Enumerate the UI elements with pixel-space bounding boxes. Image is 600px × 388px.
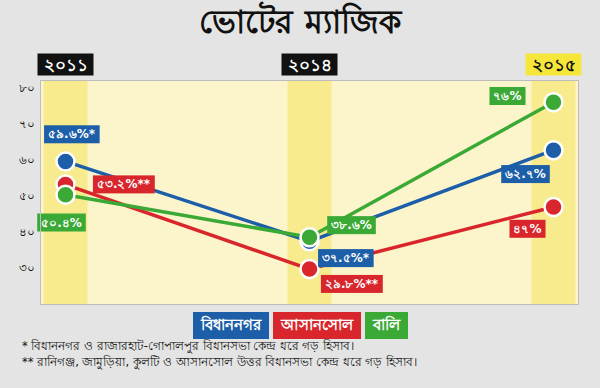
html-text:বিধাননগর: বিধাননগর (200, 315, 261, 334)
svg-text:২০১৫: ২০১৫ (532, 55, 576, 75)
svg-text:৫০.৪%: ৫০.৪% (41, 216, 82, 230)
html-text:আসানসোল: আসানসোল (280, 315, 353, 334)
svg-text:৬২.৭%: ৬২.৭% (505, 167, 546, 181)
svg-text:৬০: ৬০ (19, 153, 35, 167)
html-text:ভোটের ম্যাজিক: ভোটের ম্যাজিক (199, 3, 401, 41)
svg-text:৭৬%: ৭৬% (493, 89, 521, 103)
svg-text:৪০: ৪০ (19, 225, 35, 239)
svg-text:২৯.৮%**: ২৯.৮%** (325, 277, 379, 291)
html-text:বালি: বালি (372, 315, 400, 334)
svg-text:৪৭%: ৪৭% (513, 222, 541, 236)
svg-text:৫৯.৬%*: ৫৯.৬%* (48, 127, 96, 141)
svg-text:৩০: ৩০ (19, 261, 35, 275)
svg-text:৩৮.৬%: ৩৮.৬% (331, 218, 372, 232)
html-text:* বিধাননগর ও রাজারহাট-গোপালপুর: * বিধাননগর ও রাজারহাট-গোপালপুর বিধানসভা … (22, 339, 355, 353)
svg-text:৫০: ৫০ (19, 189, 35, 203)
svg-text:২০১১: ২০১১ (44, 55, 88, 75)
svg-text:৩৭.৫%*: ৩৭.৫%* (322, 251, 370, 265)
svg-text:৭০: ৭০ (19, 117, 35, 131)
svg-text:৮০: ৮০ (19, 81, 35, 95)
html-text:** রানিগঞ্জ, জামুড়িয়া, কুলটি: ** রানিগঞ্জ, জামুড়িয়া, কুলটি ও আসানসোল… (22, 355, 417, 369)
svg-text:৫৩.২%**: ৫৩.২%** (97, 177, 151, 191)
svg-text:২০১৪: ২০১৪ (288, 55, 332, 75)
